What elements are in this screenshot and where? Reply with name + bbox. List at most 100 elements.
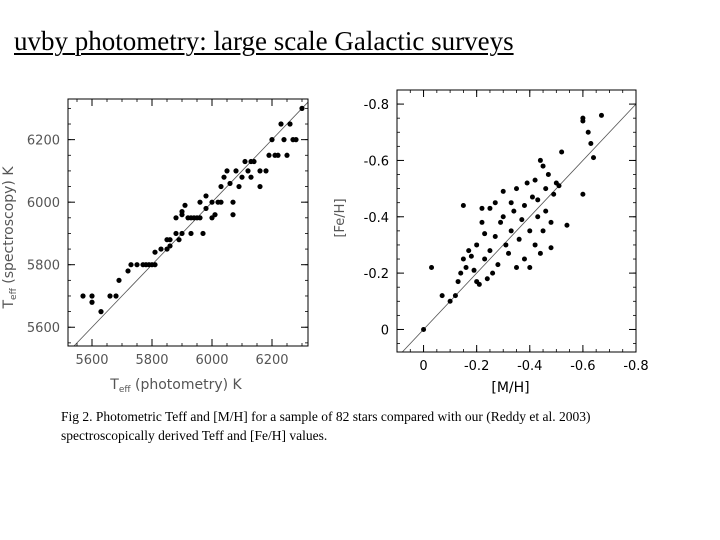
data-point xyxy=(421,326,427,332)
data-point xyxy=(506,250,512,256)
data-point xyxy=(203,193,209,199)
data-point xyxy=(468,253,474,259)
data-point xyxy=(548,219,554,225)
y-tick-label: -0.8 xyxy=(364,98,389,113)
data-point xyxy=(158,246,164,252)
data-point xyxy=(559,149,565,155)
data-point xyxy=(98,309,104,315)
data-point xyxy=(188,230,194,237)
data-point xyxy=(521,256,527,262)
data-point xyxy=(152,249,158,255)
data-point xyxy=(125,268,131,274)
data-point xyxy=(458,270,464,276)
x-tick-label: -0.4 xyxy=(517,359,542,374)
data-point xyxy=(248,174,254,180)
data-point xyxy=(527,228,533,234)
data-point xyxy=(588,141,594,147)
data-point xyxy=(551,191,557,197)
metallicity-scatter-chart: 0 -0.2 -0.4 -0.6 -0.8 0 -0.2 -0.4 -0.6 -0.8 [M/H] [… xyxy=(318,84,650,402)
data-point xyxy=(476,281,482,287)
data-point xyxy=(500,214,506,220)
data-point xyxy=(266,152,272,158)
data-point xyxy=(524,180,530,186)
data-point xyxy=(173,215,179,221)
data-point xyxy=(167,237,173,243)
data-point xyxy=(503,242,509,248)
data-point xyxy=(176,237,182,243)
data-point xyxy=(492,200,498,206)
data-point xyxy=(447,298,453,304)
one-to-one-line xyxy=(401,103,636,352)
teff-scatter-plot: 5600 5800 6000 6200 5600 5800 6000 6200 Teff (ph… xyxy=(1,98,309,395)
data-point xyxy=(598,112,604,118)
data-point xyxy=(227,180,233,187)
data-point xyxy=(173,230,179,237)
y-axis-label: Teff (spectroscopy) K xyxy=(1,166,19,310)
slide-title: uvby photometry: large scale Galactic su… xyxy=(14,26,514,56)
data-point xyxy=(269,137,275,143)
data-point xyxy=(89,293,95,299)
data-point xyxy=(89,299,95,305)
plot-frame xyxy=(396,89,637,353)
x-tick-label: -0.8 xyxy=(623,359,648,374)
data-point xyxy=(287,121,293,127)
data-point xyxy=(508,228,514,234)
data-point xyxy=(537,250,543,256)
data-point xyxy=(492,233,498,239)
data-point xyxy=(230,199,236,205)
data-point xyxy=(197,215,203,221)
x-tick-label: -0.6 xyxy=(570,359,595,374)
data-point xyxy=(535,197,541,203)
data-point xyxy=(80,293,86,299)
data-point xyxy=(532,177,538,183)
data-point xyxy=(236,183,242,190)
y-tick-label: 6200 xyxy=(27,134,60,149)
data-point xyxy=(197,199,203,205)
data-point xyxy=(218,199,224,205)
data-point xyxy=(535,214,541,220)
data-point xyxy=(452,293,458,299)
data-point xyxy=(257,168,263,174)
data-point xyxy=(293,137,299,143)
data-point xyxy=(527,264,533,270)
data-point xyxy=(212,212,218,218)
one-to-one-line xyxy=(73,101,308,346)
data-point xyxy=(514,264,519,270)
data-point xyxy=(221,174,227,180)
data-point xyxy=(543,186,549,192)
data-point xyxy=(230,212,236,218)
data-point xyxy=(239,174,245,180)
y-axis-label: [Fe/H] xyxy=(333,198,348,237)
x-tick-label: 5600 xyxy=(75,353,108,368)
metallicity-scatter-plot: 0 -0.2 -0.4 -0.6 -0.8 0 -0.2 -0.4 -0.6 -0.8 [M/H] [… xyxy=(333,89,649,396)
teff-scatter-chart: 5600 5800 6000 6200 5600 5800 6000 6200 Teff (ph… xyxy=(0,84,318,402)
data-point xyxy=(263,168,269,174)
data-point xyxy=(233,168,239,174)
data-point xyxy=(471,267,477,273)
plot-frame xyxy=(67,98,309,347)
data-point xyxy=(545,172,551,178)
data-point xyxy=(508,200,514,206)
y-tick-label: 0 xyxy=(381,323,389,338)
data-point xyxy=(479,205,485,211)
data-point xyxy=(498,219,504,225)
x-tick-label: 0 xyxy=(419,359,427,374)
data-point xyxy=(179,208,185,215)
data-point xyxy=(218,183,224,190)
data-point xyxy=(182,202,188,208)
data-point xyxy=(107,293,113,299)
x-axis-label: [M/H] xyxy=(491,380,529,396)
data-point xyxy=(134,262,140,268)
data-point xyxy=(429,264,435,270)
data-point xyxy=(251,158,257,165)
x-tick-label: 6000 xyxy=(195,353,228,368)
data-point xyxy=(516,236,522,242)
data-point xyxy=(487,248,493,254)
y-tick-label: 5800 xyxy=(27,259,60,274)
data-point xyxy=(116,277,122,283)
x-tick-label: 6200 xyxy=(255,353,288,368)
data-point xyxy=(245,168,251,174)
data-point xyxy=(466,248,472,254)
data-point xyxy=(487,205,493,211)
data-point xyxy=(548,245,554,251)
